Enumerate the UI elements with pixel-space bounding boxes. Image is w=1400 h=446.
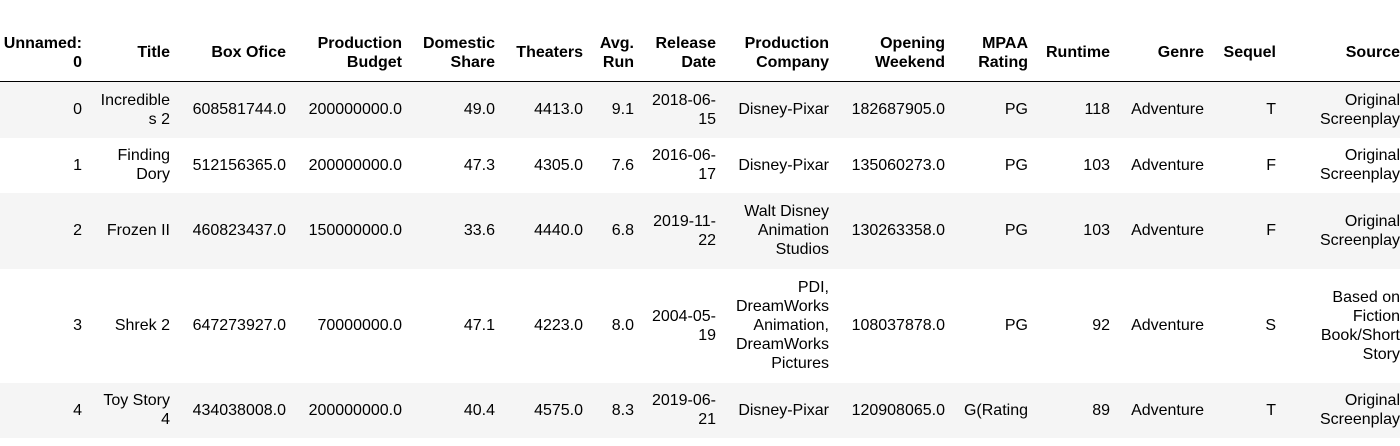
table-cell: Adventure [1131, 222, 1204, 239]
table-cell: F [1266, 222, 1276, 239]
table-cell: 8.0 [611, 317, 634, 334]
table-row: 4 Toy Story 4 434038008.0 200000000.0 40… [0, 382, 1400, 438]
table-cell: 8.3 [611, 401, 634, 419]
table-cell: Walt Disney Animation Studios [744, 203, 829, 258]
column-header: MPAA Rating [953, 28, 1036, 82]
table-cell: PG [1004, 317, 1028, 334]
table-cell: 182687905.0 [851, 101, 945, 119]
table-cell: Original Screenplay [1319, 392, 1400, 428]
column-header: Avg. Run [591, 28, 642, 82]
table-cell: 33.6 [463, 222, 495, 239]
table-cell: PG [1004, 222, 1028, 239]
table-cell: Original Screenplay [1319, 147, 1400, 183]
column-header: Domestic Share [410, 28, 503, 82]
dataframe-table: Unnamed: 0 Title Box Ofice Production Bu… [0, 28, 1400, 438]
table-cell: 512156365.0 [192, 156, 286, 174]
table-cell: 608581744.0 [192, 101, 286, 119]
table-cell: PG [1004, 156, 1028, 174]
column-header: Genre [1118, 28, 1212, 82]
table-cell: 4440.0 [534, 222, 583, 239]
table-cell: T [1266, 101, 1276, 119]
table-cell: Based on Fiction Book/Short Story [1320, 288, 1400, 363]
table-cell: 103 [1083, 156, 1110, 174]
table-cell: 150000000.0 [308, 222, 402, 239]
table-cell: Disney-Pixar [738, 156, 829, 174]
table-cell: 460823437.0 [192, 222, 286, 239]
table-cell: 130263358.0 [851, 222, 945, 239]
table-cell: F [1266, 156, 1276, 174]
table-cell: 200000000.0 [308, 401, 402, 419]
table-cell: T [1266, 401, 1276, 419]
table-cell: G(Rating [963, 401, 1028, 419]
table-cell: 647273927.0 [192, 317, 286, 334]
table-cell: PDI, DreamWorks Animation, DreamWorks Pi… [735, 279, 829, 372]
table-cell: 2004-05-19 [651, 307, 716, 344]
table-cell: 92 [1092, 317, 1110, 334]
table-cell: 434038008.0 [192, 401, 286, 419]
table-cell: 70000000.0 [317, 317, 402, 334]
column-header: Production Company [724, 28, 837, 82]
row-index: 4 [73, 401, 82, 419]
column-header: Runtime [1036, 28, 1118, 82]
table-cell: 4575.0 [534, 401, 583, 419]
row-index: 3 [73, 317, 82, 334]
table-cell: Disney-Pixar [738, 401, 829, 419]
table-cell: 2019-06-21 [651, 392, 716, 428]
table-row: 1 Finding Dory 512156365.0 200000000.0 4… [0, 137, 1400, 193]
column-header: Title [90, 28, 178, 82]
table-cell: 4305.0 [534, 156, 583, 174]
table-cell: 108037878.0 [851, 317, 945, 334]
row-index: 2 [73, 222, 82, 239]
table-cell: 2016-06-17 [651, 147, 716, 183]
row-index: 0 [73, 101, 82, 119]
column-header: Unnamed: 0 [0, 28, 90, 82]
table-cell: 40.4 [463, 401, 495, 419]
table-cell: 200000000.0 [308, 156, 402, 174]
table-cell: 118 [1084, 101, 1110, 119]
table-cell: 49.0 [463, 101, 495, 119]
table-cell: Incredibles 2 [100, 91, 170, 128]
header-row: Unnamed: 0 Title Box Ofice Production Bu… [0, 28, 1400, 82]
table-cell: Original Screenplay [1319, 91, 1400, 128]
table-cell: 47.1 [463, 317, 495, 334]
row-index: 1 [73, 156, 82, 174]
table-cell: 200000000.0 [308, 101, 402, 119]
table-cell: 6.8 [611, 222, 634, 239]
table-cell: Shrek 2 [114, 317, 170, 334]
table-cell: Disney-Pixar [738, 101, 829, 119]
table-row: 3 Shrek 2 647273927.0 70000000.0 47.1 42… [0, 268, 1400, 383]
table-cell: 2019-11-22 [653, 212, 716, 249]
table-cell: 135060273.0 [851, 156, 945, 174]
column-header: Opening Weekend [837, 28, 953, 82]
table-row: 2 Frozen II 460823437.0 150000000.0 33.6… [0, 192, 1400, 269]
table-cell: Toy Story 4 [103, 392, 170, 428]
column-header: Sequel [1212, 28, 1284, 82]
table-cell: 103 [1083, 222, 1110, 239]
column-header: Box Ofice [178, 28, 294, 82]
table-cell: 47.3 [463, 156, 495, 174]
column-header: Release Date [642, 28, 724, 82]
table-cell: 4223.0 [534, 317, 583, 334]
dataframe-table-container: Unnamed: 0 Title Box Ofice Production Bu… [0, 28, 1400, 438]
table-row: 0 Incredibles 2 608581744.0 200000000.0 … [0, 81, 1400, 138]
table-cell: Adventure [1131, 101, 1204, 119]
column-header: Production Budget [294, 28, 410, 82]
column-header: Source [1284, 28, 1400, 82]
table-cell: Adventure [1131, 317, 1204, 334]
table-cell: 4413.0 [534, 101, 583, 119]
table-cell: Adventure [1131, 401, 1204, 419]
table-cell: 89 [1092, 401, 1110, 419]
column-header: Theaters [503, 28, 591, 82]
table-cell: 2018-06-15 [651, 91, 716, 128]
table-cell: 7.6 [611, 156, 634, 174]
table-cell: Frozen II [106, 222, 170, 239]
table-cell: PG [1004, 101, 1028, 119]
table-cell: 9.1 [611, 101, 634, 119]
table-cell: Adventure [1131, 156, 1204, 174]
table-cell: S [1265, 317, 1276, 334]
table-cell: 120908065.0 [851, 401, 945, 419]
table-cell: Finding Dory [117, 147, 170, 183]
table-cell: Original Screenplay [1319, 212, 1400, 249]
